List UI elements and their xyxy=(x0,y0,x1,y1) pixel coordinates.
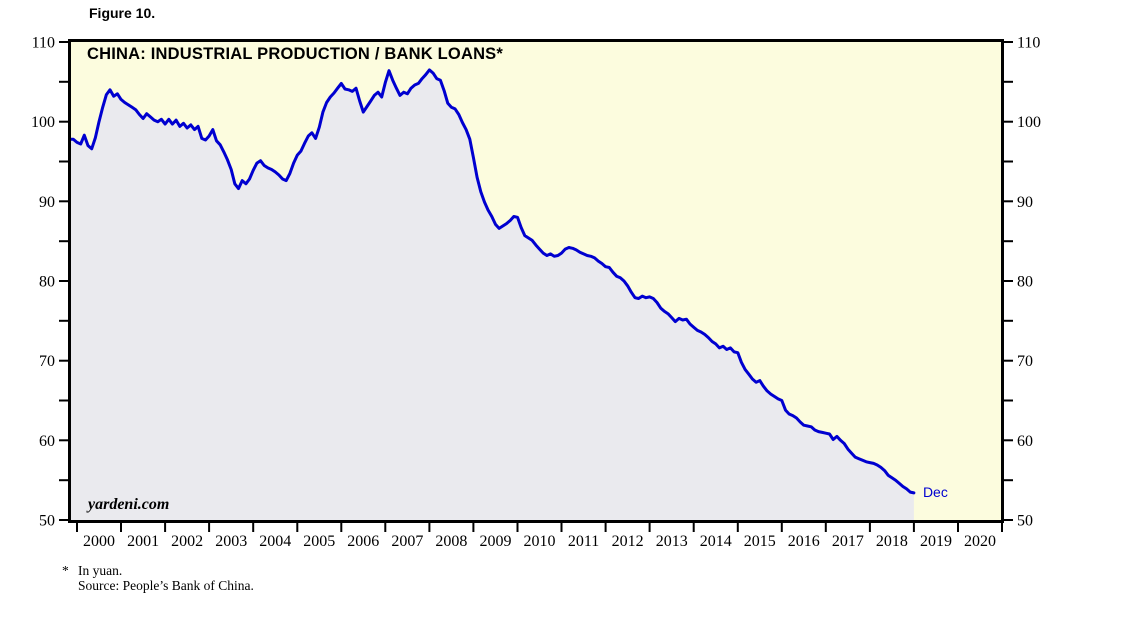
x-axis-year-label: 2018 xyxy=(876,533,908,550)
series-line xyxy=(69,68,916,495)
figure-label: Figure 10. xyxy=(89,5,156,21)
footnote-marker: * xyxy=(62,563,69,578)
footnote-line1: In yuan. xyxy=(78,563,123,578)
chart-title: CHINA: INDUSTRIAL PRODUCTION / BANK LOAN… xyxy=(87,45,504,63)
x-axis-year-label: 2000 xyxy=(83,533,115,550)
y-axis-label-right: 100 xyxy=(1017,114,1041,131)
x-axis-year-label: 2005 xyxy=(303,533,335,550)
x-axis-year-label: 2008 xyxy=(435,533,467,550)
x-axis-year-label: 2016 xyxy=(788,533,820,550)
y-axis-label-left: 80 xyxy=(39,274,55,291)
y-axis-label-left: 50 xyxy=(39,513,55,530)
plot-frame xyxy=(68,39,1004,523)
x-axis-year-label: 2006 xyxy=(347,533,379,550)
x-axis-year-label: 2009 xyxy=(480,533,512,550)
y-axis-label-left: 100 xyxy=(31,114,55,131)
y-axis-label-left: 90 xyxy=(39,194,55,211)
footnote-line2: Source: People’s Bank of China. xyxy=(78,578,254,593)
y-axis-label-right: 60 xyxy=(1017,433,1033,450)
x-axis-year-label: 2014 xyxy=(700,533,732,550)
series-end-label: Dec xyxy=(922,483,948,500)
y-axis-label-left: 70 xyxy=(39,353,55,370)
watermark-yardeni: yardeni.com xyxy=(88,496,170,513)
x-axis-year-label: 2017 xyxy=(832,533,864,550)
x-axis-year-label: 2004 xyxy=(259,533,291,550)
y-axis-label-right: 110 xyxy=(1017,35,1040,52)
y-axis-label-right: 90 xyxy=(1017,194,1033,211)
x-axis-year-label: 2012 xyxy=(612,533,644,550)
x-axis-year-label: 2007 xyxy=(391,533,423,550)
y-axis-label-left: 60 xyxy=(39,433,55,450)
x-axis-year-label: 2019 xyxy=(920,533,952,550)
x-axis-year-label: 2011 xyxy=(568,533,599,550)
x-axis-year-label: 2002 xyxy=(171,533,203,550)
x-axis-year-label: 2001 xyxy=(127,533,159,550)
x-axis-year-label: 2013 xyxy=(656,533,688,550)
footnote: * In yuan. Source: People’s Bank of China… xyxy=(62,563,254,593)
series-fill-area xyxy=(71,69,914,521)
x-axis-year-label: 2010 xyxy=(524,533,556,550)
y-axis-label-right: 50 xyxy=(1017,513,1033,530)
y-axis-label-right: 80 xyxy=(1017,274,1033,291)
x-axis-year-label: 2015 xyxy=(744,533,776,550)
y-axis-label-left: 110 xyxy=(32,35,55,52)
x-axis-year-label: 2020 xyxy=(964,533,996,550)
x-axis-year-label: 2003 xyxy=(215,533,247,550)
y-axis-label-right: 70 xyxy=(1017,353,1033,370)
